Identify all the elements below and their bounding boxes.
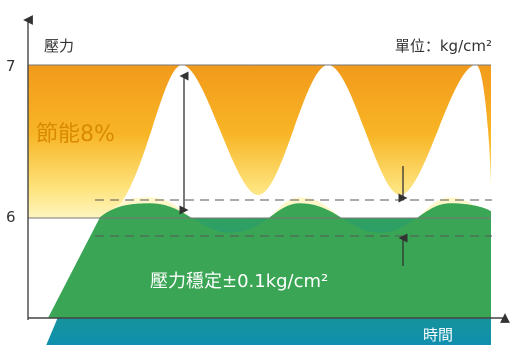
y-axis-label: 壓力: [44, 37, 74, 55]
unit-label: 單位：kg/cm²: [395, 37, 492, 55]
y-tick-7: 7: [6, 57, 16, 75]
x-axis-label: 時間: [423, 326, 453, 344]
stability-annotation: 壓力穩定±0.1kg/cm²: [150, 271, 328, 292]
original-pressure-wave: [100, 65, 491, 218]
stable-pressure-wave: [48, 203, 491, 318]
saving-annotation: 節能8%: [36, 122, 115, 147]
y-tick-6: 6: [6, 208, 16, 226]
